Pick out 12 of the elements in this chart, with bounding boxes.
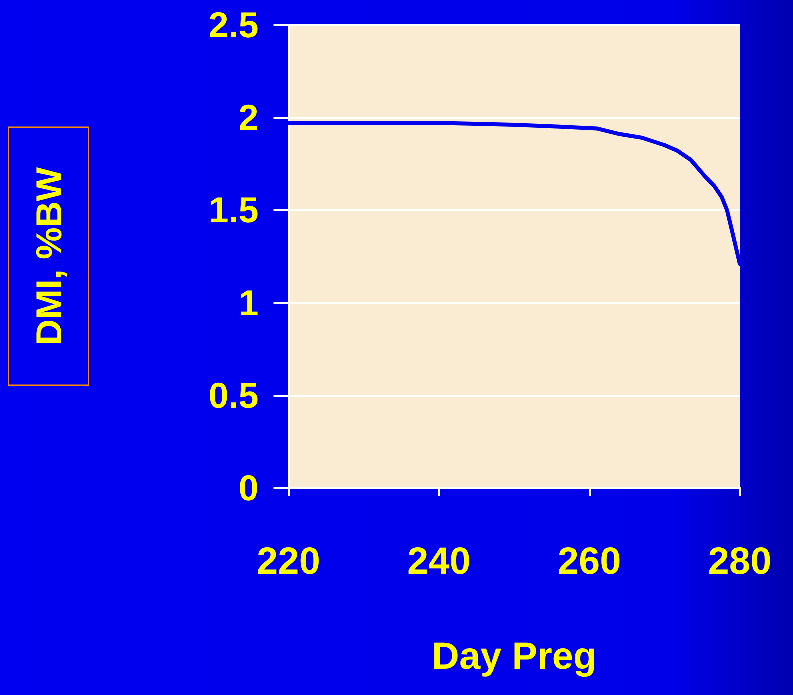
y-axis-title: DMI, %BW: [28, 167, 70, 346]
y-tick-label: 1: [238, 282, 259, 324]
y-tick-label: 2.5: [208, 4, 259, 46]
y-tick-label: 0: [238, 468, 259, 508]
y-tick-label: 2: [238, 97, 259, 138]
y-tick-label: 1.5: [208, 190, 259, 231]
x-axis-title: Day Preg: [432, 636, 597, 678]
x-tick-label: 280: [708, 541, 772, 583]
x-tick-label: 220: [257, 541, 320, 583]
y-tick-label: 0.5: [208, 374, 259, 416]
x-tick-label: 260: [558, 541, 622, 583]
x-tick-label: 240: [407, 541, 471, 583]
